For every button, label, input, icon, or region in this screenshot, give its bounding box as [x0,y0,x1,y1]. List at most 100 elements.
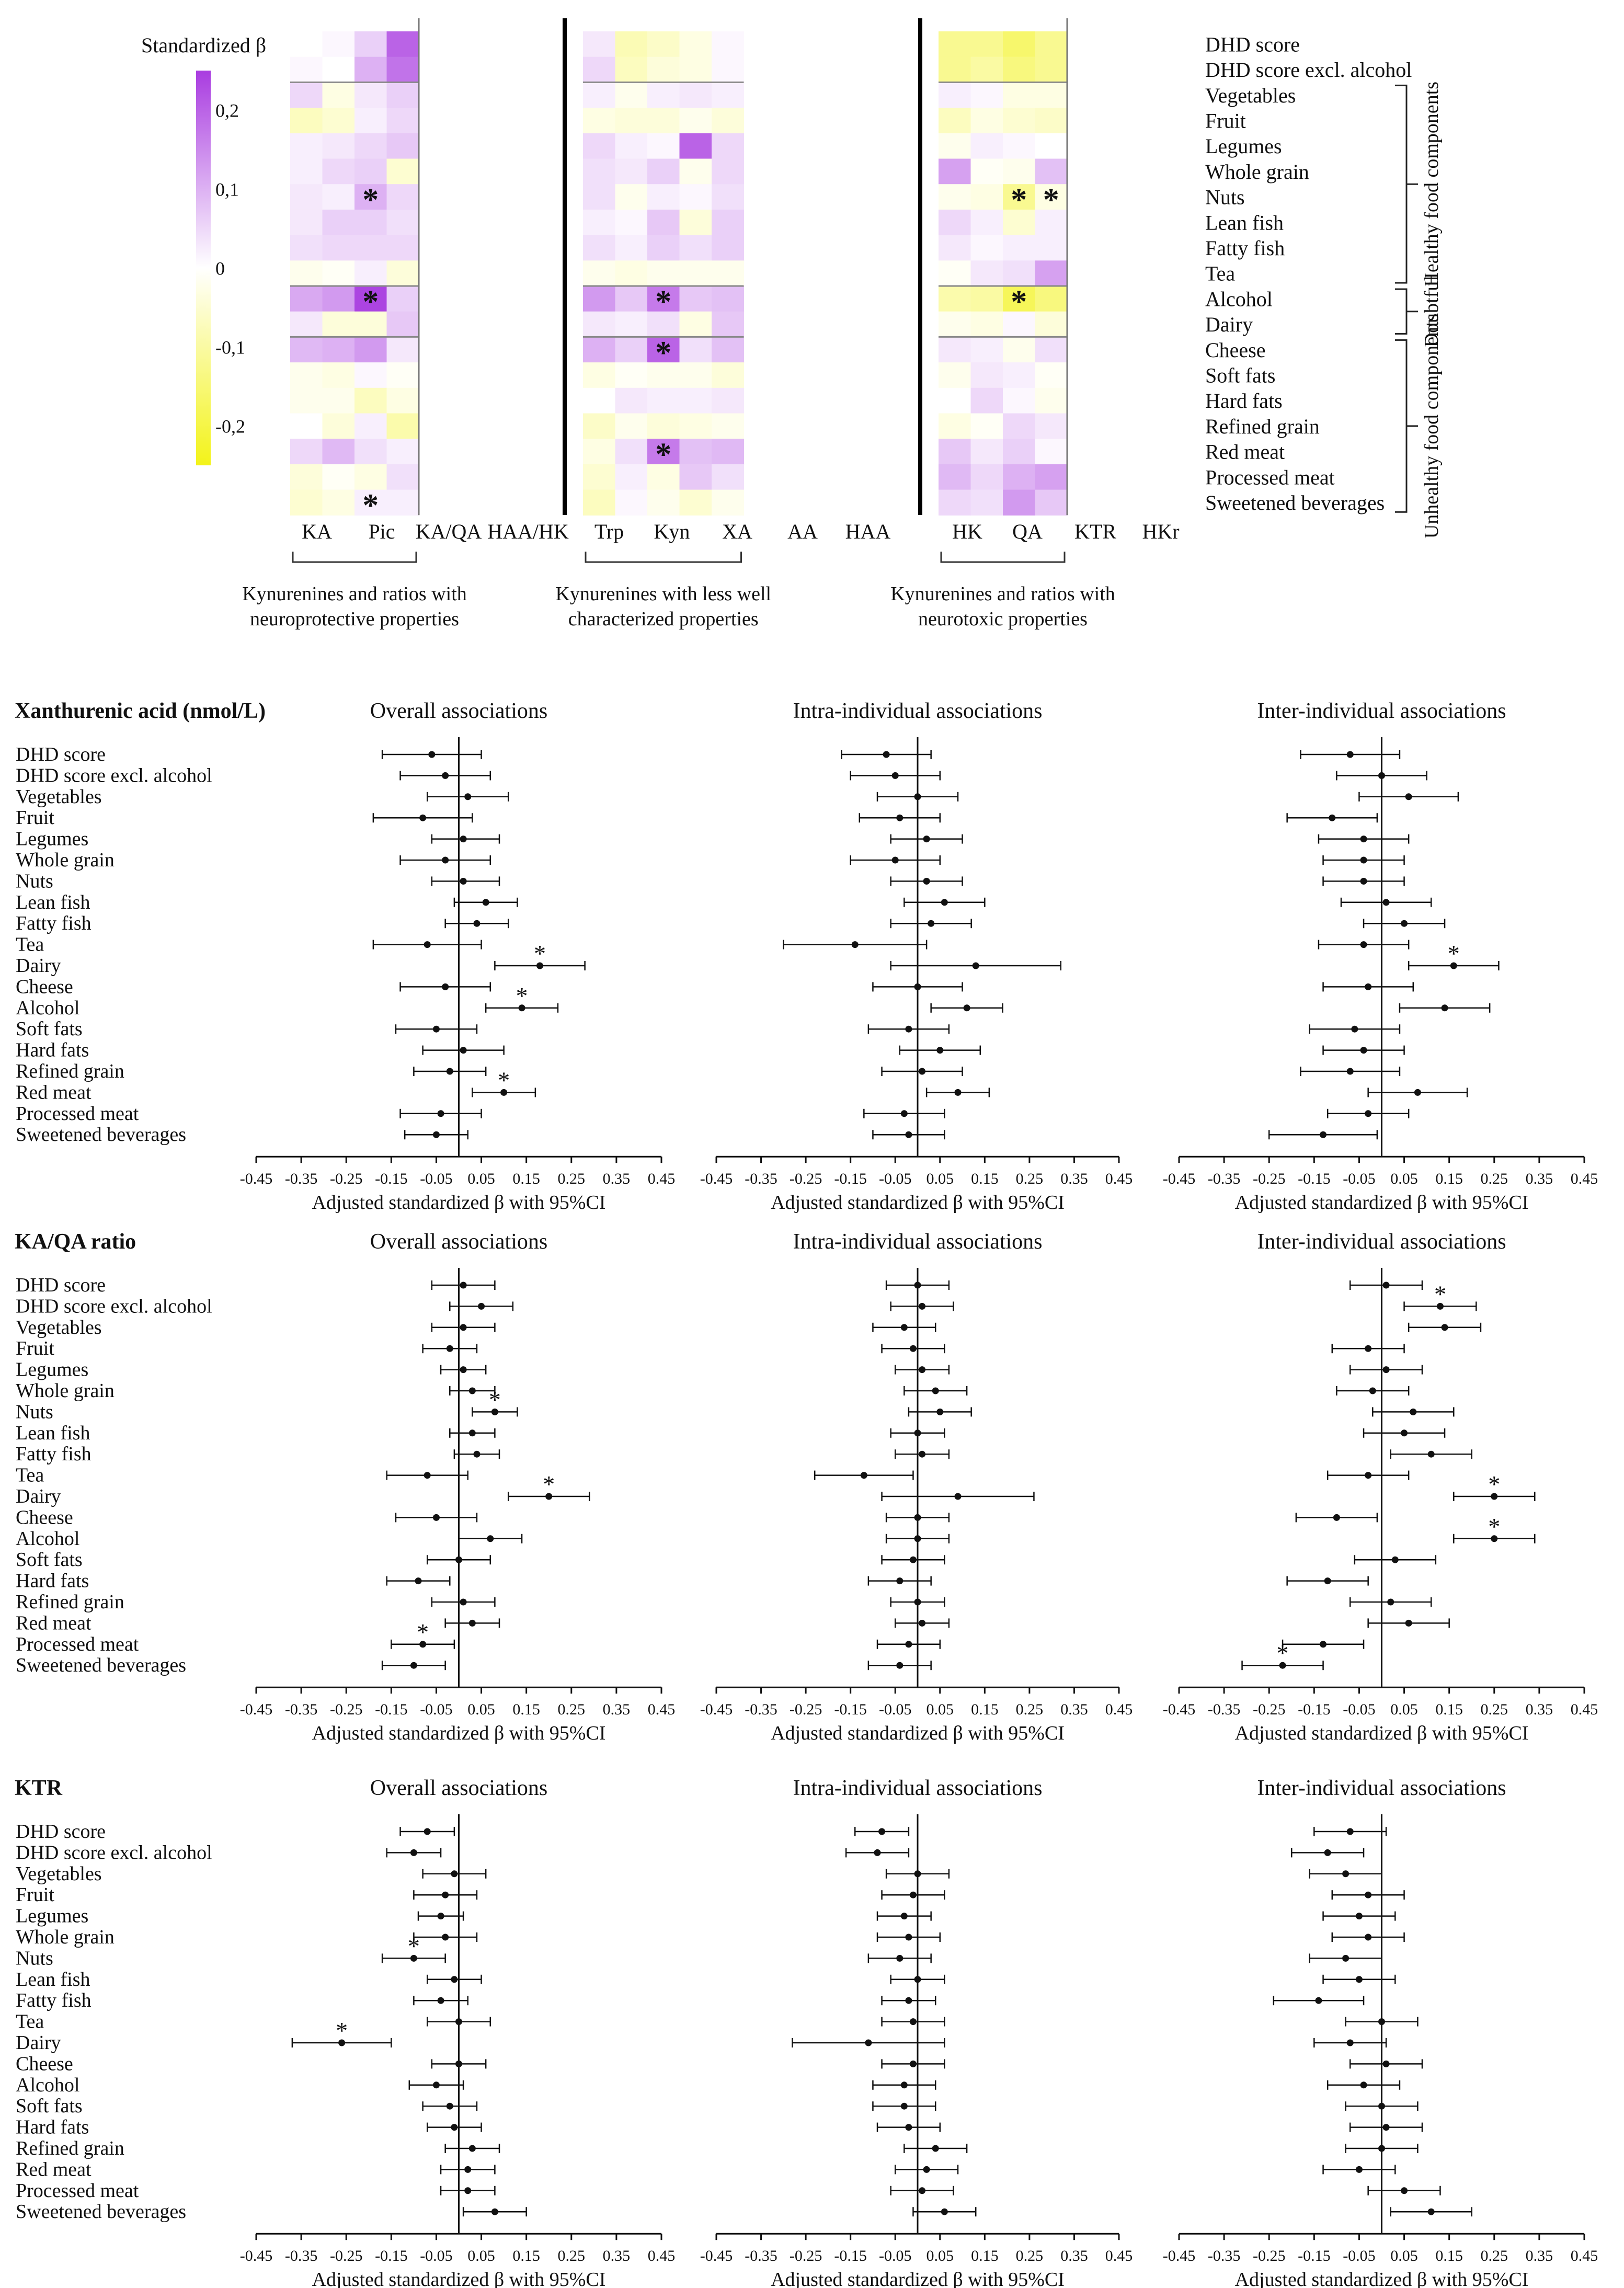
forest-row-label-fatty-fish: Fatty fish [16,1989,92,2011]
x-axis-label: Adjusted standardized β with 95%CI [312,1722,606,1744]
x-tick-label: -0.25 [330,2247,363,2264]
section-title: KTR [15,1776,63,1800]
heatmap-cell-lean-fish-aa [679,209,712,236]
point-estimate [900,2102,908,2110]
heatmap-cell-tea-haa-hk [386,260,419,287]
point-estimate [909,2018,917,2026]
x-tick-label: 0.15 [971,1701,999,1718]
heatmap-cell-soft-fats-aa [679,362,712,388]
heatmap-cell-vegetables-pic [322,82,355,108]
heatmap-cell-fatty-fish-trp [583,235,616,261]
heatmap-cell-dairy-ka-qa [354,311,387,337]
point-estimate [900,1913,908,1920]
point-estimate [914,1514,921,1521]
x-tick-label: -0.25 [1253,1170,1286,1187]
forest-row-label-legumes: Legumes [16,828,88,850]
heatmap-cell-hard-fats-ka-qa [354,387,387,414]
significance-star: * [362,488,379,523]
heatmap-cell-whole-grain-haa [712,158,745,185]
point-estimate [905,1997,912,2004]
forest-row-label-processed-meat: Processed meat [16,1633,139,1655]
heatmap-cell-red-meat-xa [647,439,680,465]
point-estimate [1491,1535,1498,1542]
heatmap-cell-cheese-trp [583,337,616,363]
x-tick-label: 0.25 [558,1701,586,1718]
point-estimate [478,1302,485,1310]
point-estimate [1378,772,1385,779]
heatmap-row-label-tea: Tea [1205,262,1235,285]
heatmap-cell-cheese-hkr [1035,337,1068,363]
heatmap-cell-refined-grain-hkr [1035,413,1068,439]
heatmap-cell-sweetened-beverages-kyn [615,489,648,516]
heatmap-row-label-fruit: Fruit [1205,109,1246,132]
significance-star: * [1011,182,1027,218]
forest-row-label-alcohol: Alcohol [16,1528,79,1550]
significance-star: * [1448,940,1460,967]
heatmap-cell-cheese-xa [647,337,680,363]
heatmap-cell-red-meat-haa [712,439,745,465]
forest-column-title: Intra-individual associations [793,1230,1042,1254]
point-estimate [1441,1324,1448,1331]
row-group-bracket [1395,339,1418,513]
heatmap-cell-whole-grain-kyn [615,158,648,185]
heatmap-cell-alcohol-hk [939,286,971,312]
heatmap-cell-tea-aa [679,260,712,287]
point-estimate [1491,1493,1498,1500]
point-estimate [460,1324,467,1331]
point-estimate [446,1068,453,1075]
heatmap-cell-dhd-score-excl-alcohol-aa [679,56,712,83]
point-estimate [954,1089,962,1096]
heatmap-cell-whole-grain-pic [322,158,355,185]
forest-row-label-tea: Tea [16,2011,44,2033]
point-estimate [1450,962,1457,969]
heatmap-row-label-whole-grain: Whole grain [1205,160,1309,184]
point-estimate [518,1004,525,1012]
heatmap-cell-cheese-pic [322,337,355,363]
heatmap-cell-alcohol-ka-qa [354,286,387,312]
forest-plot-overall-associations: Overall associations -0.45 -0.35 -0.25 -0.15… [240,1230,676,1744]
heatmap-cell-vegetables-hk [939,82,971,108]
point-estimate [1365,1472,1372,1479]
point-estimate [410,1954,417,1962]
heatmap-cell-dhd-score-haa [712,31,745,58]
heatmap-cell-legumes-ka [290,133,323,159]
x-tick-label: 0.35 [603,2247,631,2264]
forest-row-label-fruit: Fruit [16,1337,54,1359]
point-estimate [410,1662,417,1669]
heatmap-cell-sweetened-beverages-haa [712,489,745,516]
x-tick-label: 0.05 [1390,1170,1418,1187]
heatmap-column-label-hkr: HKr [1142,520,1179,543]
point-estimate [919,1366,926,1374]
point-estimate [914,1282,921,1289]
x-tick-label: 0.05 [1390,1701,1418,1718]
forest-row-label-refined-grain: Refined grain [16,1591,124,1613]
heatmap-cell-dairy-aa [679,311,712,337]
heatmap-cell-whole-grain-haa-hk [386,158,419,185]
point-estimate [874,1849,881,1856]
heatmap-cell-hard-fats-ktr [1003,387,1036,414]
heatmap-row-label-vegetables: Vegetables [1205,84,1296,107]
heatmap-cell-hard-fats-haa [712,387,745,414]
point-estimate [1279,1662,1286,1669]
point-estimate [1365,1891,1372,1898]
x-tick-label: 0.15 [1435,2247,1463,2264]
heatmap-cell-dairy-haa [712,311,745,337]
heatmap-cell-legumes-hkr [1035,133,1068,159]
forest-row-label-vegetables: Vegetables [16,1863,102,1885]
heatmap-cell-legumes-xa [647,133,680,159]
heatmap-cell-legumes-haa-hk [386,133,419,159]
heatmap-cell-refined-grain-hk [939,413,971,439]
point-estimate [941,2208,948,2215]
forest-plot-inter-individual-associations: Inter-individual associations-0.45 -0.35-… [1163,1776,1598,2288]
x-tick-label: -0.05 [420,1170,453,1187]
point-estimate [338,2039,346,2046]
point-estimate [923,2166,930,2173]
heatmap-cell-red-meat-trp [583,439,616,465]
heatmap-cell-alcohol-pic [322,286,355,312]
heatmap-cell-alcohol-xa [647,286,680,312]
heatmap-cell-vegetables-haa-hk [386,82,419,108]
heatmap-cell-fruit-xa [647,108,680,134]
heatmap-cell-dhd-score-trp [583,31,616,58]
point-estimate [923,836,930,843]
x-tick-label: 0.15 [971,1170,999,1187]
